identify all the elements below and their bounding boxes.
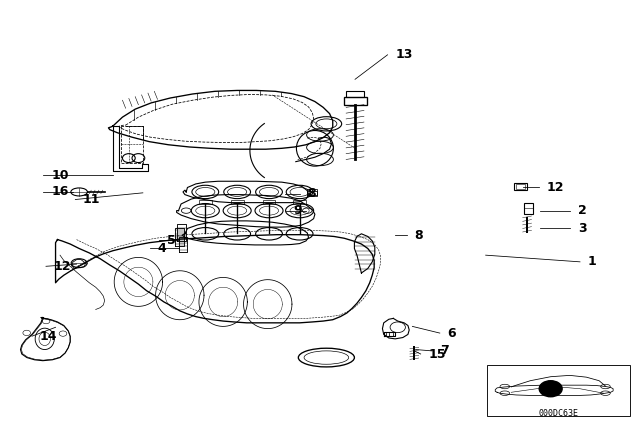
- Text: 000DC63E: 000DC63E: [538, 409, 579, 418]
- Bar: [307, 191, 317, 196]
- Text: 1: 1: [588, 255, 596, 268]
- Text: 9: 9: [293, 204, 302, 217]
- Bar: [346, 91, 364, 97]
- Text: 6: 6: [447, 327, 456, 340]
- Bar: [262, 200, 275, 204]
- Bar: [293, 200, 306, 204]
- Text: 15: 15: [428, 348, 446, 361]
- Bar: [344, 97, 367, 105]
- Bar: [524, 202, 533, 214]
- Text: 12: 12: [546, 181, 564, 194]
- Bar: [515, 183, 527, 190]
- Text: 3: 3: [578, 222, 587, 235]
- Circle shape: [540, 381, 562, 397]
- Text: 16: 16: [51, 185, 68, 198]
- Text: 2: 2: [578, 204, 587, 217]
- Text: 7: 7: [440, 345, 449, 358]
- Text: 8: 8: [414, 228, 423, 241]
- Text: 11: 11: [83, 193, 100, 206]
- Bar: [516, 185, 525, 189]
- Bar: [307, 189, 317, 194]
- Bar: [487, 365, 630, 416]
- Text: 13: 13: [395, 48, 413, 61]
- Text: 5: 5: [167, 234, 176, 247]
- Text: 12: 12: [54, 260, 71, 273]
- Text: 14: 14: [40, 330, 57, 343]
- Bar: [199, 200, 212, 204]
- Text: 4: 4: [157, 242, 166, 255]
- Text: 8: 8: [307, 187, 316, 200]
- Text: 10: 10: [51, 168, 68, 181]
- Bar: [231, 200, 244, 204]
